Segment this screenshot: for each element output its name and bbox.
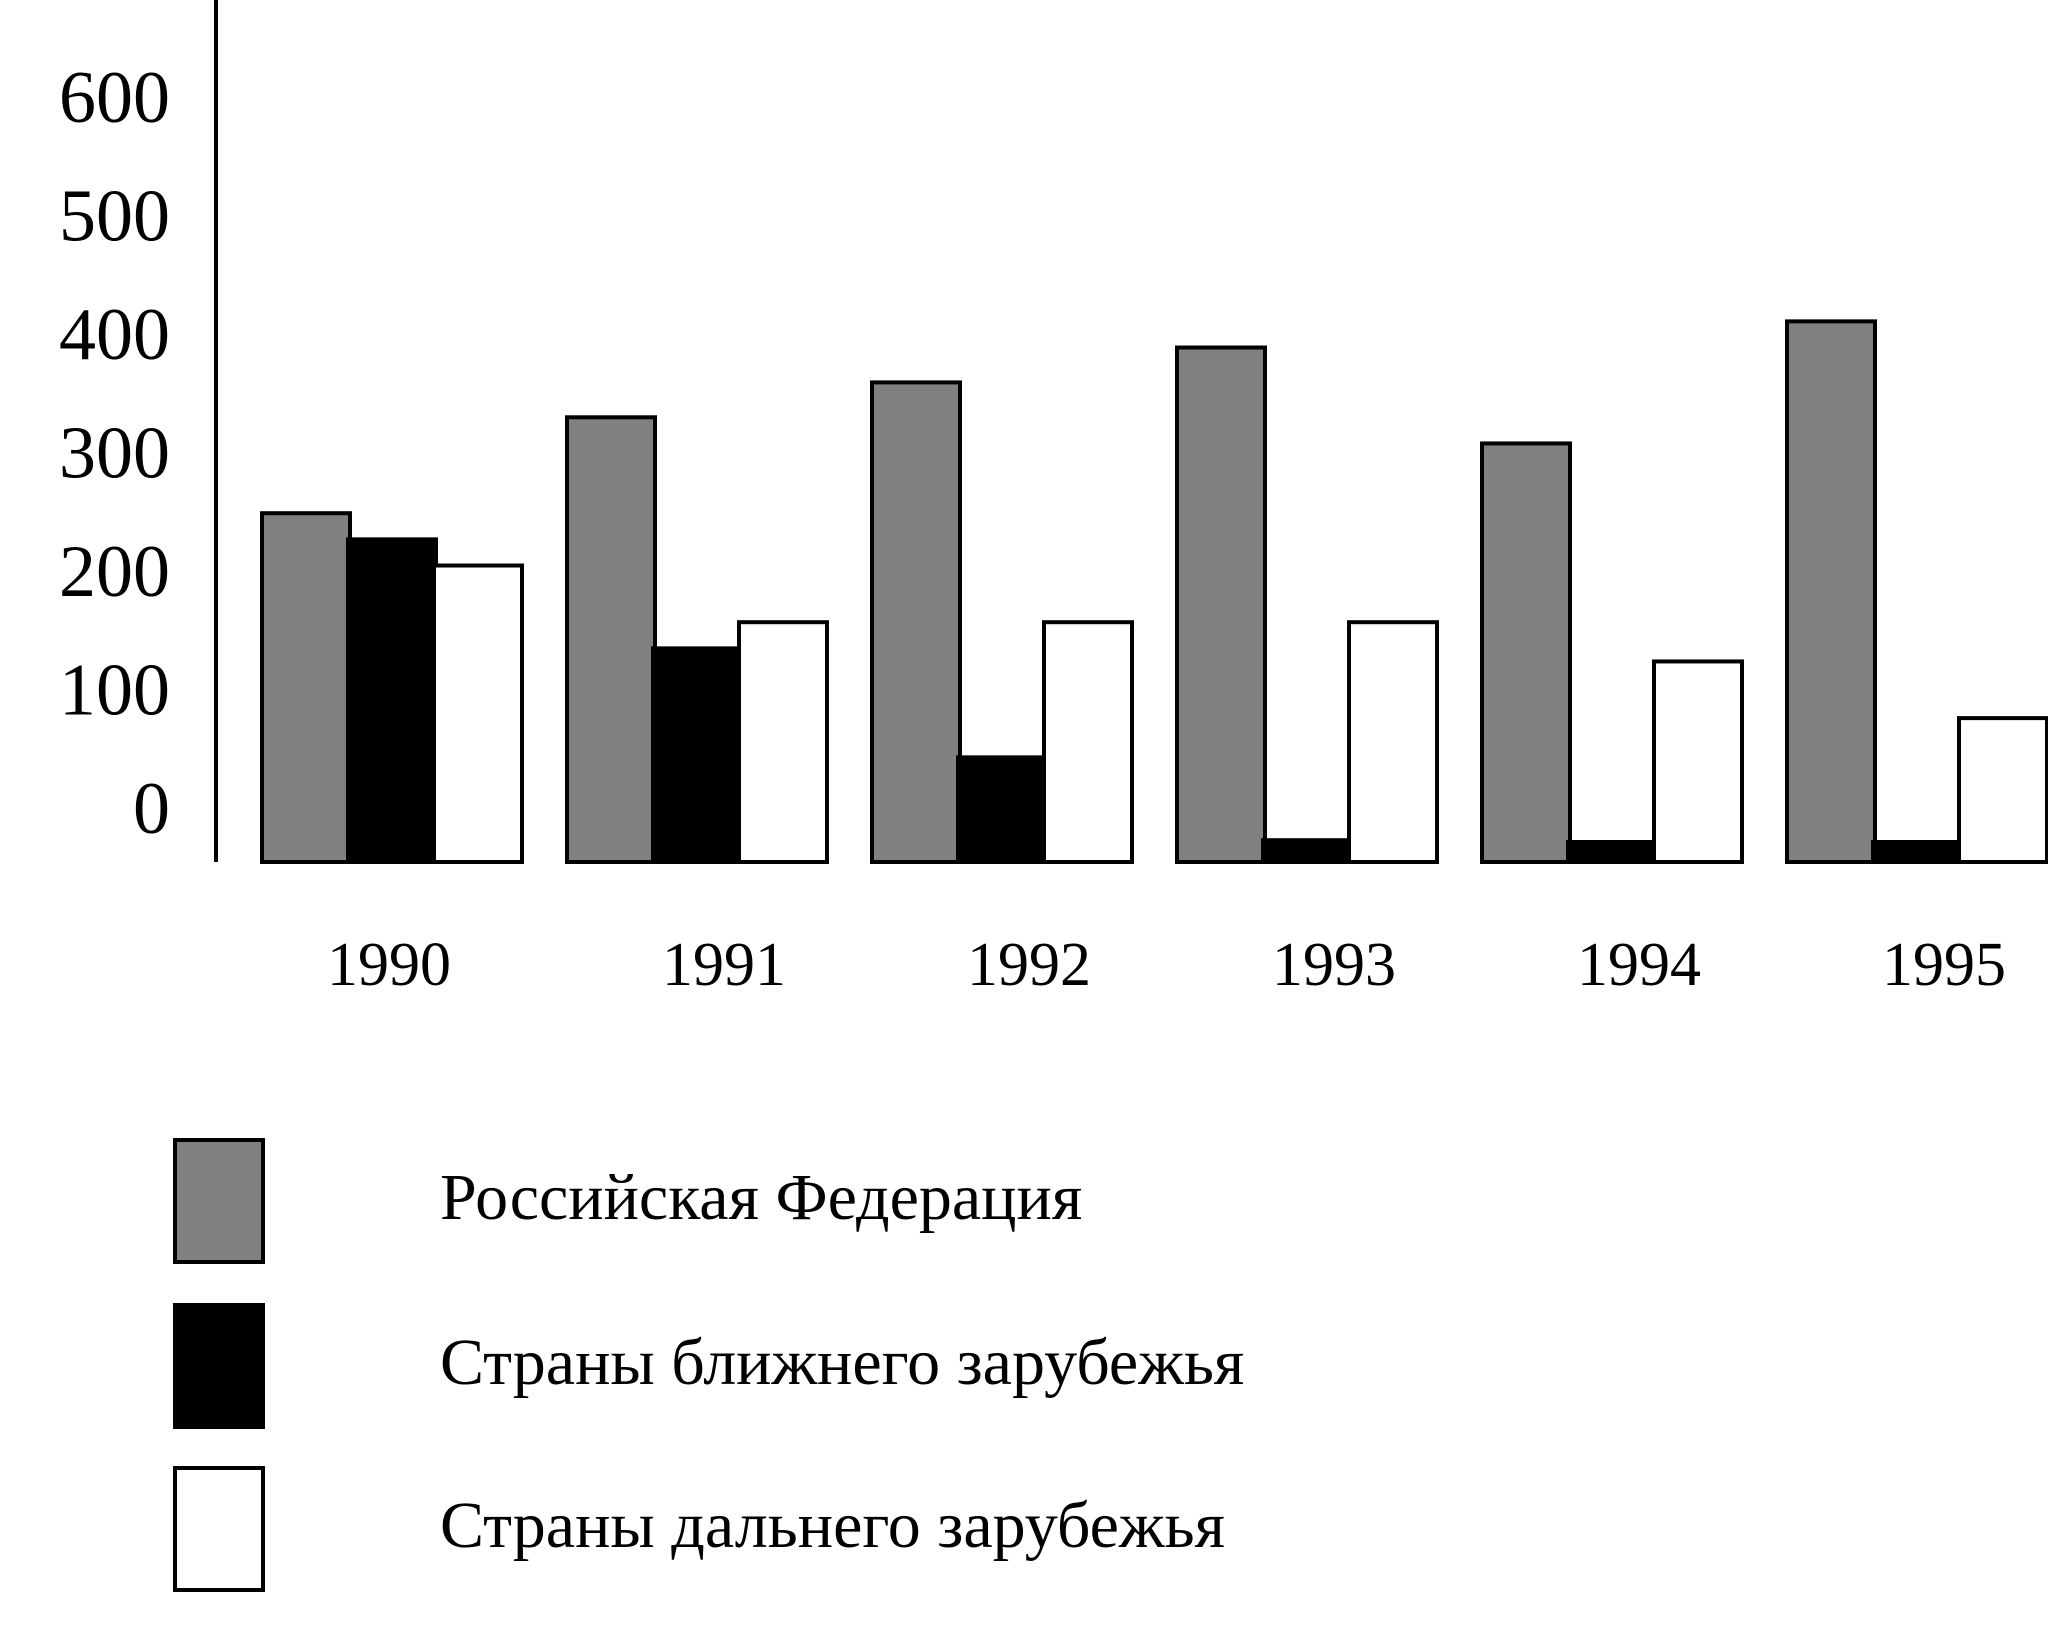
bar-1990-series-3 bbox=[432, 563, 524, 865]
y-tick-label: 0 bbox=[133, 768, 170, 850]
bar-1991-series-1 bbox=[565, 415, 657, 864]
x-category-label: 1990 bbox=[327, 931, 451, 999]
y-tick-label: 600 bbox=[59, 57, 170, 139]
legend-swatch bbox=[173, 1303, 265, 1429]
bar-1995-series-1 bbox=[1785, 319, 1877, 864]
legend-label: Российская Федерация bbox=[440, 1161, 1082, 1234]
legend-swatch bbox=[173, 1466, 265, 1592]
bar-1991-series-2 bbox=[651, 646, 743, 864]
x-axis-labels: 1990 1991 1992 1993 1994 1995 bbox=[327, 931, 2006, 999]
bar-1995-series-2 bbox=[1871, 840, 1963, 864]
bar-1994-series-2 bbox=[1566, 840, 1658, 864]
bar-1992-series-1 bbox=[870, 380, 962, 864]
bar-1991-series-3 bbox=[737, 620, 829, 865]
legend-swatch bbox=[173, 1138, 265, 1264]
bar-1990-series-2 bbox=[346, 537, 438, 864]
y-tick-label: 500 bbox=[59, 175, 170, 257]
axis-layer: 0 100 200 300 400 500 600 bbox=[59, 0, 218, 862]
x-category-label: 1991 bbox=[662, 931, 786, 999]
bars-layer bbox=[260, 319, 2048, 865]
y-tick-label: 400 bbox=[59, 294, 170, 376]
bar-1990-series-1 bbox=[260, 511, 352, 864]
legend: Российская Федерация Страны ближнего зару… bbox=[173, 1138, 1244, 1592]
bar-1993-series-3 bbox=[1347, 620, 1439, 865]
y-tick-label: 100 bbox=[59, 649, 170, 731]
x-category-label: 1993 bbox=[1272, 931, 1396, 999]
bar-1994-series-1 bbox=[1480, 441, 1572, 864]
y-tick-label: 300 bbox=[59, 412, 170, 494]
bar-1992-series-2 bbox=[956, 755, 1048, 864]
y-tick-label: 200 bbox=[59, 531, 170, 613]
bar-1993-series-2 bbox=[1261, 838, 1353, 865]
x-category-label: 1992 bbox=[967, 931, 1091, 999]
x-category-label: 1995 bbox=[1882, 931, 2006, 999]
bar-1993-series-1 bbox=[1175, 345, 1267, 864]
bar-1994-series-3 bbox=[1652, 659, 1744, 864]
legend-label: Страны ближнего зарубежья bbox=[440, 1326, 1244, 1399]
bar-1995-series-3 bbox=[1957, 716, 2048, 864]
legend-label: Страны дальнего зарубежья bbox=[440, 1489, 1225, 1562]
x-category-label: 1994 bbox=[1577, 931, 1701, 999]
bar-1992-series-3 bbox=[1042, 620, 1134, 865]
